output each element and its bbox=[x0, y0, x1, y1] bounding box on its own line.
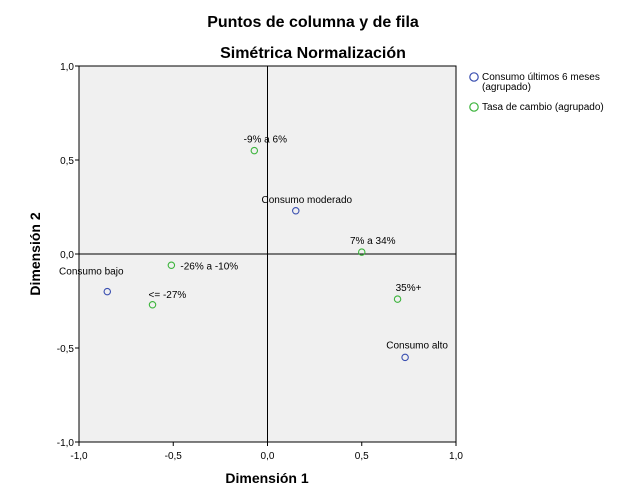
point-label: Consumo bajo bbox=[59, 267, 124, 278]
y-tick-label: -1,0 bbox=[57, 438, 75, 449]
point-label: -9% a 6% bbox=[244, 135, 287, 146]
data-point bbox=[148, 301, 157, 309]
data-point bbox=[167, 261, 176, 270]
legend-label: (agrupado) bbox=[482, 82, 531, 93]
y-tick-label: 0,0 bbox=[60, 250, 74, 261]
axis-ticks: -1,0 -0,5 0,0 0,5 1,0 -1,0 -0,5 0,0 0,5 1,0 bbox=[57, 62, 464, 462]
chart-subtitle: Simétrica Normalización bbox=[220, 45, 406, 62]
y-axis-label: Dimensión 2 bbox=[27, 212, 43, 295]
x-tick-label: 0,0 bbox=[261, 451, 275, 462]
point-label: 35%+ bbox=[396, 283, 422, 294]
x-axis-label: Dimensión 1 bbox=[225, 470, 308, 486]
legend-marker bbox=[469, 102, 479, 112]
data-points: Consumo bajo Consumo moderado Consumo alto… bbox=[59, 135, 448, 362]
chart-title: Puntos de columna y de fila bbox=[207, 14, 419, 31]
x-tick-label: 1,0 bbox=[449, 451, 463, 462]
data-point bbox=[357, 248, 366, 256]
point-label: 7% a 34% bbox=[350, 236, 396, 247]
y-tick-label: -0,5 bbox=[57, 344, 75, 355]
legend-label: Consumo últimos 6 meses bbox=[482, 72, 600, 83]
legend-marker bbox=[469, 72, 479, 82]
x-tick-label: -1,0 bbox=[70, 451, 88, 462]
point-label: -26% a -10% bbox=[180, 261, 238, 272]
data-point bbox=[250, 146, 259, 155]
x-tick-label: 0,5 bbox=[355, 451, 369, 462]
data-point bbox=[393, 295, 402, 303]
data-point bbox=[401, 353, 409, 362]
point-label: <= -27% bbox=[149, 290, 187, 301]
y-tick-label: 0,5 bbox=[60, 156, 74, 167]
point-label: Consumo alto bbox=[386, 340, 448, 351]
legend-label: Tasa de cambio (agrupado) bbox=[482, 102, 604, 113]
reference-lines bbox=[79, 66, 456, 442]
legend: Consumo últimos 6 meses(agrupado) Tasa de… bbox=[469, 72, 604, 113]
data-point bbox=[292, 207, 300, 215]
y-tick-label: 1,0 bbox=[60, 62, 74, 73]
point-label: Consumo moderado bbox=[261, 195, 352, 206]
x-tick-label: -0,5 bbox=[165, 451, 183, 462]
data-point bbox=[103, 287, 112, 296]
